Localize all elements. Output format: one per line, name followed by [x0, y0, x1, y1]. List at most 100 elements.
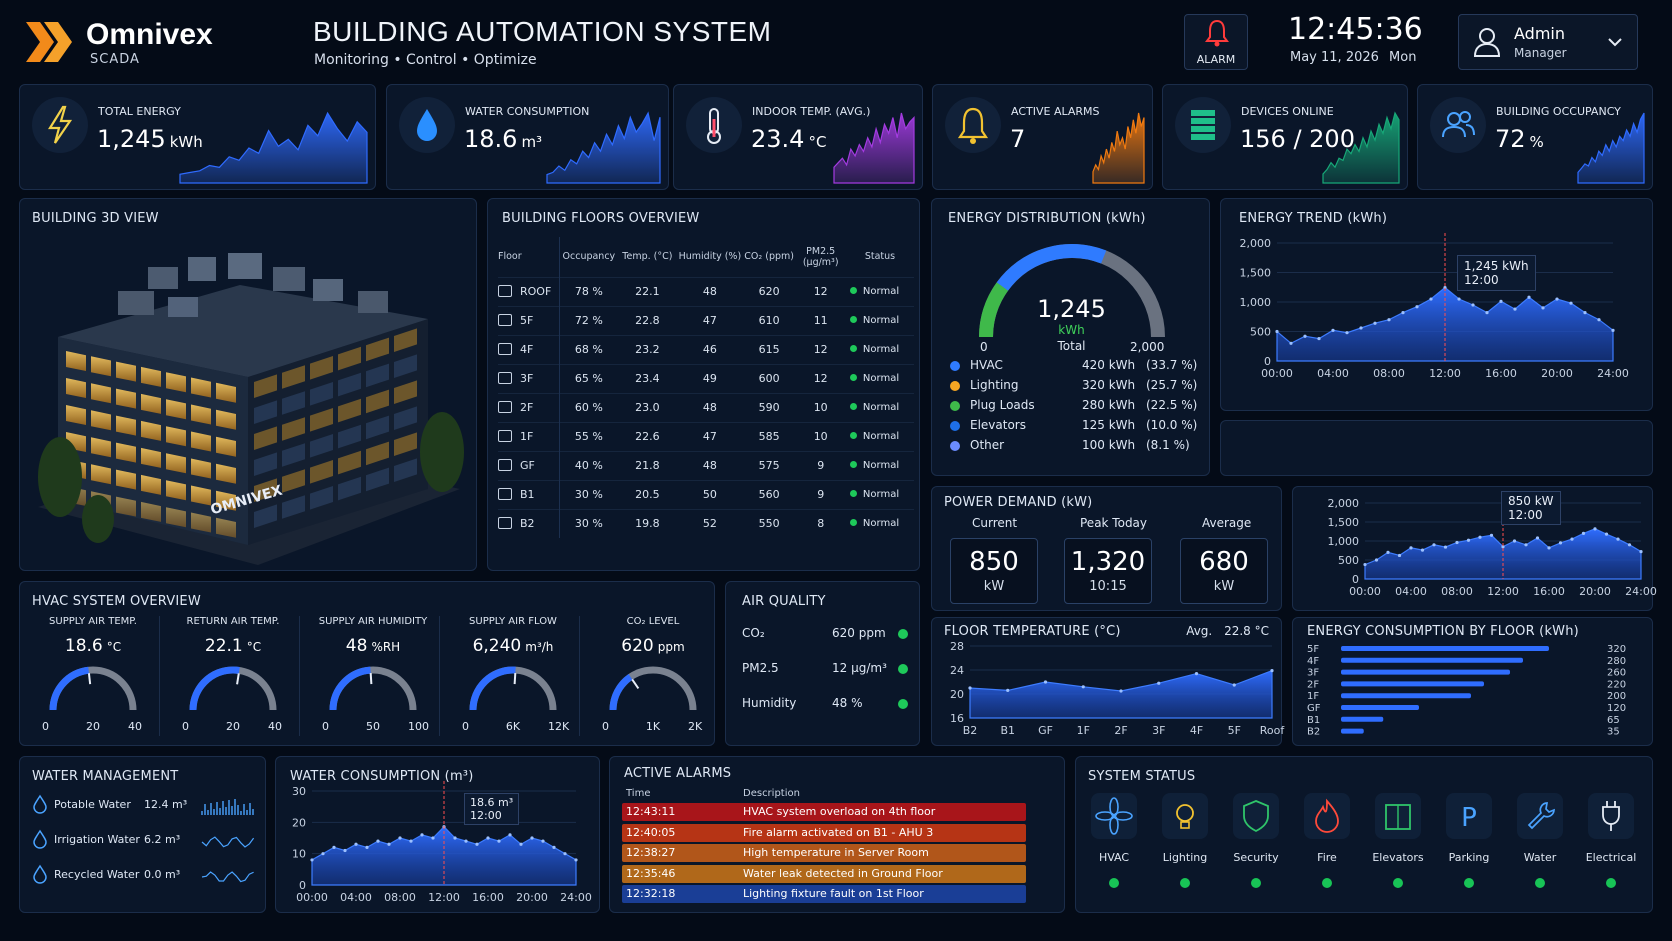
- alarm-time-header: Time: [626, 788, 651, 799]
- water-consumption-chart[interactable]: 0 10 20 30 00:00 04:00 08:00 12:00 16:00 20:00 24:…: [276, 757, 601, 914]
- power-demand-chart[interactable]: 0 500 1,000 1,500 2,000 00:00 04:00 08:00 12:00 1…: [1293, 487, 1657, 612]
- legend-value: 125 kWh: [1082, 418, 1136, 432]
- trend-tooltip: 1,245 kWh 12:00: [1457, 255, 1536, 291]
- gauge-max: 2K: [688, 720, 703, 733]
- aq-name: PM2.5: [742, 661, 779, 675]
- alarm-row[interactable]: 12:40:05 Fire alarm activated on B1 - AHU…: [622, 823, 1026, 842]
- bar-value-label: 65: [1607, 715, 1620, 726]
- table-row[interactable]: B2 30 % 19.8 52 550 8 Normal: [498, 508, 914, 538]
- x-tick-label: 20:00: [1579, 585, 1611, 598]
- table-row[interactable]: B1 30 % 20.5 50 560 9 Normal: [498, 479, 914, 509]
- system-status-item[interactable]: Lighting: [1161, 793, 1209, 888]
- alarm-row[interactable]: 12:35:46 Water leak detected in Ground Fl…: [622, 864, 1026, 883]
- kpi-card[interactable]: WATER CONSUMPTION 18.6 m³: [386, 84, 669, 190]
- status-dot: [849, 461, 857, 468]
- floor-name: 5F: [520, 314, 534, 327]
- power-tooltip-time: 12:00: [1508, 508, 1543, 522]
- table-row[interactable]: ROOF 78 % 22.1 48 620 12 Normal: [498, 276, 914, 306]
- kpi-card[interactable]: BUILDING OCCUPANCY 72%: [1417, 84, 1653, 190]
- hvac-gauge[interactable]: SUPPLY AIR FLOW 6,240 m³/h 0 6K 12K: [450, 616, 580, 736]
- gauge-max: 100: [408, 720, 429, 733]
- sparkline-area: [833, 112, 915, 184]
- gauge-arc: [329, 666, 417, 711]
- bar-category-label: 2F: [1307, 679, 1319, 690]
- table-row[interactable]: 4F 68 % 23.2 46 615 12 Normal: [498, 334, 914, 364]
- series-area: [969, 669, 1273, 719]
- kpi-label: TOTAL ENERGY: [98, 105, 181, 118]
- floor-name: 2F: [520, 401, 534, 414]
- alarm-row[interactable]: 12:43:11 HVAC system overload on 4th floo…: [622, 803, 1026, 821]
- pd-average-value: 680: [1199, 547, 1249, 577]
- y-tick-label: 500: [1250, 326, 1271, 339]
- system-status-item[interactable]: Water: [1516, 793, 1564, 888]
- chevron-down-icon[interactable]: [1607, 37, 1623, 47]
- table-cell: 9: [795, 479, 846, 509]
- hvac-gauge[interactable]: SUPPLY AIR HUMIDITY 48 %RH 0 50 100: [310, 616, 440, 736]
- alarm-row[interactable]: 12:38:27 High temperature in Server Room: [622, 844, 1026, 862]
- hvac-gauge[interactable]: CO₂ LEVEL 620 ppm 0 1K 2K: [590, 616, 720, 736]
- gauge-max: 40: [268, 720, 282, 733]
- y-tick-label: 2,000: [1240, 237, 1272, 250]
- system-status-item[interactable]: Electrical: [1586, 793, 1636, 888]
- system-status-item[interactable]: Security: [1232, 793, 1280, 888]
- x-tick-label: 1F: [1077, 724, 1090, 737]
- kpi-unit: °C: [808, 133, 827, 151]
- alarm-button[interactable]: ALARM: [1184, 14, 1248, 70]
- x-tick-label: 4F: [1190, 724, 1203, 737]
- roof-icon: [498, 285, 512, 297]
- data-point: [1489, 533, 1494, 537]
- table-row[interactable]: 1F 55 % 22.6 47 585 10 Normal: [498, 421, 914, 451]
- kpi-card[interactable]: ACTIVE ALARMS 7: [932, 84, 1153, 190]
- energy-total-unit: kWh: [1058, 323, 1085, 337]
- bulb-icon: [1162, 793, 1208, 839]
- table-row[interactable]: GF 40 % 21.8 48 575 9 Normal: [498, 450, 914, 480]
- floor-energy-chart[interactable]: 5F 320 4F 280 3F 260 2F 220 1F 200 GF 120 B1 65 B2 35: [1293, 618, 1654, 747]
- data-point: [1457, 297, 1461, 301]
- system-status-item[interactable]: Fire: [1303, 793, 1351, 888]
- system-status-item[interactable]: HVAC: [1090, 793, 1138, 888]
- system-status-item[interactable]: Elevators: [1372, 793, 1424, 888]
- floor-name: 4F: [520, 343, 534, 356]
- floor-temperature-chart[interactable]: 16 20 24 28 B2 B1 GF 1F 2F 3F 4F 5F Roof: [932, 618, 1285, 747]
- x-tick-label: 20:00: [516, 891, 548, 904]
- table-cell: 600: [742, 363, 796, 393]
- table-row[interactable]: 2F 60 % 23.0 48 590 10 Normal: [498, 392, 914, 422]
- user-menu[interactable]: Admin Manager: [1458, 14, 1638, 70]
- table-cell: 47: [677, 305, 743, 335]
- water-sparkline: [201, 799, 254, 815]
- status-dot: [1251, 878, 1261, 888]
- x-tick-label: 5F: [1228, 724, 1241, 737]
- data-point: [1527, 295, 1531, 299]
- alarm-desc: HVAC system overload on 4th floor: [743, 805, 936, 818]
- bar-value-label: 220: [1607, 679, 1626, 690]
- x-tick-label: 2F: [1114, 724, 1127, 737]
- status-dot: [849, 374, 857, 381]
- building-3d-image[interactable]: OMNIVEX: [28, 227, 468, 567]
- hvac-gauge[interactable]: SUPPLY AIR TEMP. 18.6 °C 0 20 40: [30, 616, 160, 736]
- table-cell: 50: [677, 479, 743, 509]
- kpi-card[interactable]: DEVICES ONLINE 156 / 200: [1162, 84, 1408, 190]
- data-point: [1420, 548, 1425, 552]
- energy-total-label: Total: [1057, 339, 1086, 353]
- data-point: [1541, 306, 1545, 310]
- gauge-unit: °C: [106, 640, 122, 654]
- kpi-card[interactable]: INDOOR TEMP. (AVG.) 23.4 °C: [673, 84, 923, 190]
- list-item: CO₂ 620 ppm: [742, 626, 908, 646]
- table-row[interactable]: 5F 72 % 22.8 47 610 11 Normal: [498, 305, 914, 335]
- gauge-min: 0: [182, 720, 189, 733]
- kpi-card[interactable]: TOTAL ENERGY 1,245 kWh: [19, 84, 376, 190]
- data-point: [1501, 545, 1505, 549]
- system-status-item[interactable]: P Parking: [1445, 793, 1493, 888]
- hvac-gauge[interactable]: RETURN AIR TEMP. 22.1 °C 0 20 40: [170, 616, 300, 736]
- water-sparkline: [201, 871, 254, 883]
- wrench-icon: [1517, 793, 1563, 839]
- kpi-value-row: 72%: [1495, 125, 1544, 153]
- alarm-row[interactable]: 12:32:18 Lighting fixture fault on 1st Fl…: [622, 885, 1026, 903]
- kpi-value: 156 / 200: [1240, 125, 1355, 153]
- table-row[interactable]: 3F 65 % 23.4 49 600 12 Normal: [498, 363, 914, 393]
- data-point: [541, 839, 545, 843]
- data-point: [398, 836, 402, 840]
- panel-title: WATER CONSUMPTION (m³): [290, 769, 474, 784]
- gauge-value-row: 18.6 °C: [30, 636, 156, 656]
